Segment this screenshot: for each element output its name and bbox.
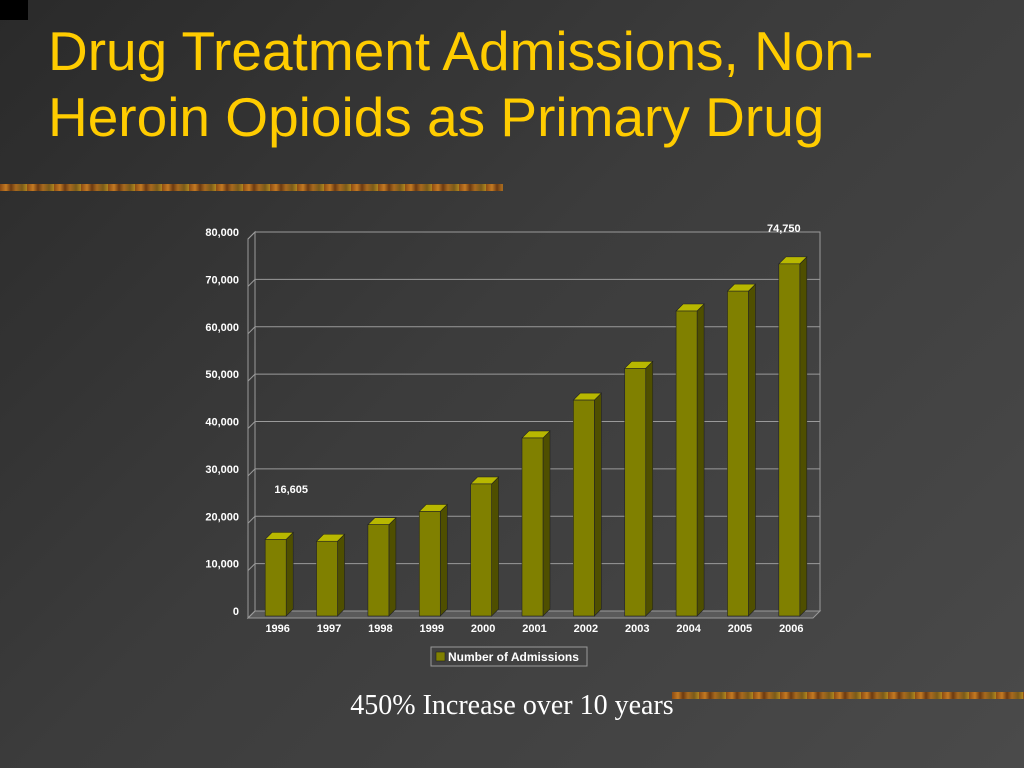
bar bbox=[624, 368, 647, 617]
bar-side bbox=[388, 516, 397, 617]
x-tick-label: 2005 bbox=[728, 623, 752, 635]
bar bbox=[778, 263, 801, 617]
y-tick-label: 0 bbox=[233, 606, 239, 618]
slide-title-line-2: Heroin Opioids as Primary Drug bbox=[48, 86, 825, 148]
data-label: 16,605 bbox=[274, 484, 308, 496]
bar-side bbox=[285, 531, 294, 617]
y-tick-label: 10,000 bbox=[205, 559, 239, 571]
y-axis-tick-labels: 0 10,000 20,000 30,000 40,000 50,000 60,000 70,… bbox=[205, 227, 239, 618]
decorative-rule-top bbox=[0, 184, 503, 191]
y-tick-label: 20,000 bbox=[205, 511, 239, 523]
x-tick-label: 2001 bbox=[522, 623, 546, 635]
gridline-side bbox=[247, 610, 256, 619]
bar-side bbox=[748, 283, 756, 617]
x-tick-label: 2003 bbox=[625, 623, 649, 635]
bar bbox=[521, 437, 544, 617]
bar bbox=[675, 310, 698, 617]
bar bbox=[367, 524, 390, 617]
x-tick-label: 2002 bbox=[574, 623, 598, 635]
bar-side bbox=[439, 503, 448, 617]
legend-label: Number of Admissions bbox=[448, 650, 579, 664]
legend-swatch bbox=[435, 651, 446, 662]
x-tick-label: 1997 bbox=[317, 623, 341, 635]
bar bbox=[470, 483, 492, 617]
y-tick-label: 40,000 bbox=[205, 417, 239, 429]
bar-side bbox=[337, 533, 345, 617]
gridline-side bbox=[247, 421, 256, 429]
x-tick-label: 1998 bbox=[368, 623, 392, 635]
x-tick-label: 2000 bbox=[471, 623, 495, 635]
bar-side bbox=[696, 303, 705, 617]
gridline-side bbox=[247, 279, 256, 287]
gridline-side bbox=[247, 231, 256, 240]
chart-bars bbox=[264, 256, 808, 617]
data-labels: 16,605 74,750 bbox=[274, 223, 800, 496]
bar-side bbox=[542, 430, 551, 617]
bar bbox=[264, 539, 287, 617]
x-axis-tick-labels: 1996 1997 1998 1999 2000 2001 2002 2003 2004 2005… bbox=[265, 623, 803, 635]
bar bbox=[573, 399, 595, 617]
bar-side bbox=[491, 476, 499, 617]
y-tick-label: 30,000 bbox=[205, 464, 239, 476]
bar-side bbox=[594, 392, 602, 617]
chart-legend: Number of Admissions bbox=[430, 646, 588, 667]
gridline-side bbox=[247, 563, 256, 571]
y-tick-label: 60,000 bbox=[205, 322, 239, 334]
bar bbox=[316, 540, 338, 617]
bar-side bbox=[645, 360, 654, 617]
data-label: 74,750 bbox=[767, 223, 801, 235]
slide-title-line-1: Drug Treatment Admissions, Non- bbox=[48, 20, 874, 82]
gridline-side bbox=[247, 515, 256, 524]
slide-title: Drug Treatment Admissions, Non- Heroin O… bbox=[48, 18, 1008, 150]
slide-caption: 450% Increase over 10 years bbox=[350, 690, 674, 721]
gridline-side bbox=[247, 373, 256, 382]
bar bbox=[727, 290, 749, 617]
y-tick-label: 50,000 bbox=[205, 369, 239, 381]
y-tick-label: 70,000 bbox=[205, 274, 239, 286]
legend-box bbox=[430, 646, 588, 667]
decorative-rule-bottom bbox=[672, 692, 1024, 699]
bar-side bbox=[799, 256, 808, 617]
gridline-side bbox=[247, 468, 256, 477]
bar bbox=[418, 511, 441, 617]
x-tick-label: 1999 bbox=[420, 623, 444, 635]
gridline-side bbox=[247, 326, 256, 335]
corner-mark bbox=[0, 0, 28, 20]
x-tick-label: 2006 bbox=[779, 623, 803, 635]
y-tick-label: 80,000 bbox=[205, 227, 239, 239]
x-tick-label: 2004 bbox=[676, 623, 701, 635]
x-tick-label: 1996 bbox=[265, 623, 289, 635]
